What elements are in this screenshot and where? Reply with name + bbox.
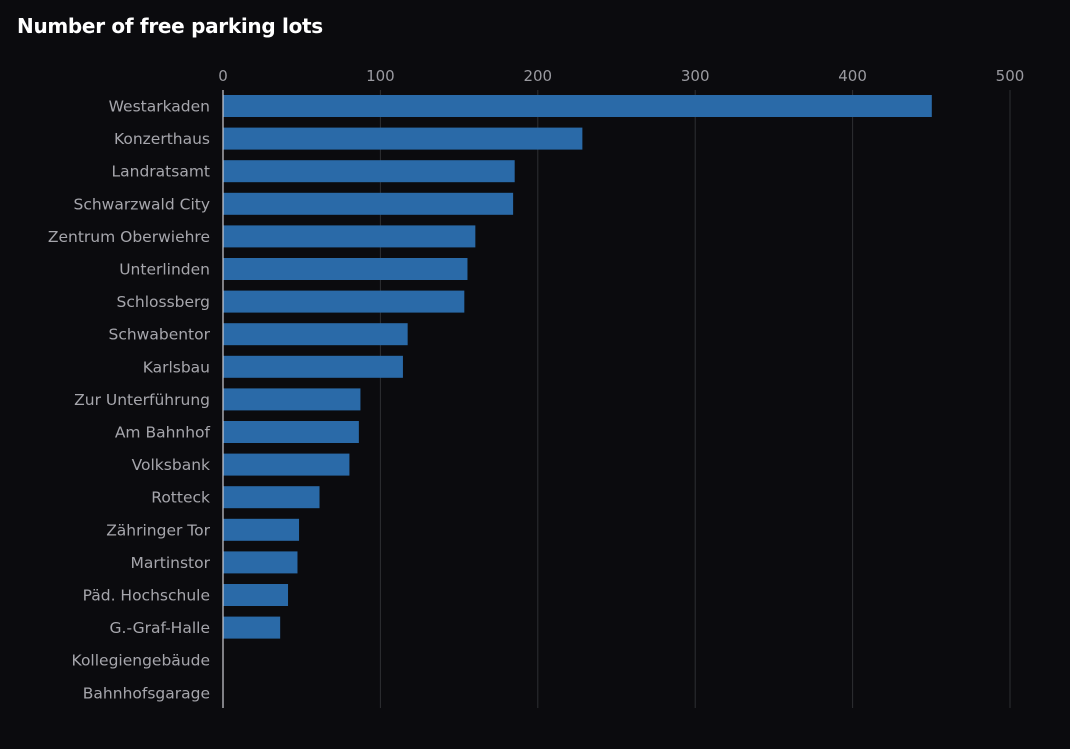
bar [223,584,289,606]
x-tick-label: 200 [523,67,552,85]
bar [223,486,320,509]
x-tick-label: 0 [218,67,228,85]
category-label: Bahnhofsgarage [83,684,210,702]
category-label: Am Bahnhof [115,424,211,442]
x-tick-label: 100 [366,67,395,85]
x-axis-ticks: 0 100 200 300 400 500 [218,67,1024,85]
category-label: Rotteck [151,489,210,507]
bar [223,518,300,541]
x-tick-label: 500 [996,67,1025,85]
category-label: Schwabentor [109,326,211,344]
bar [223,160,515,183]
grid-lines [379,90,1011,708]
chart-title: Number of free parking lots [17,14,323,38]
bar [223,127,583,150]
category-label: Westarkaden [109,98,210,116]
bar [223,551,298,574]
category-label: Schlossberg [117,293,210,311]
bar [223,258,468,280]
category-label: Päd. Hochschule [83,587,210,605]
category-label: Volksbank [132,456,210,474]
category-label: Konzerthaus [114,130,210,148]
category-label: Martinstor [131,554,211,572]
bar [223,421,359,443]
category-label: Landratsamt [112,163,211,181]
bar [223,95,932,117]
x-tick-label: 400 [838,67,867,85]
category-label: Zentrum Oberwiehre [48,228,210,246]
category-labels: Westarkaden Konzerthaus Landratsamt Schwarz… [48,98,211,703]
category-label: G.-Graf-Halle [110,619,211,637]
bars [223,95,932,639]
bar [223,225,476,248]
category-label: Karlsbau [143,358,210,376]
bar [223,192,514,215]
bar [223,323,408,346]
bar [223,616,281,639]
category-label: Zur Unterführung [74,391,210,409]
category-label: Kollegiengebäude [72,652,210,670]
category-label: Zähringer Tor [106,521,210,539]
bar [223,453,350,476]
bar [223,290,465,313]
bar [223,355,403,378]
category-label: Schwarzwald City [74,195,211,213]
bar [223,388,361,411]
category-label: Unterlinden [119,261,210,279]
x-tick-label: 300 [681,67,710,85]
